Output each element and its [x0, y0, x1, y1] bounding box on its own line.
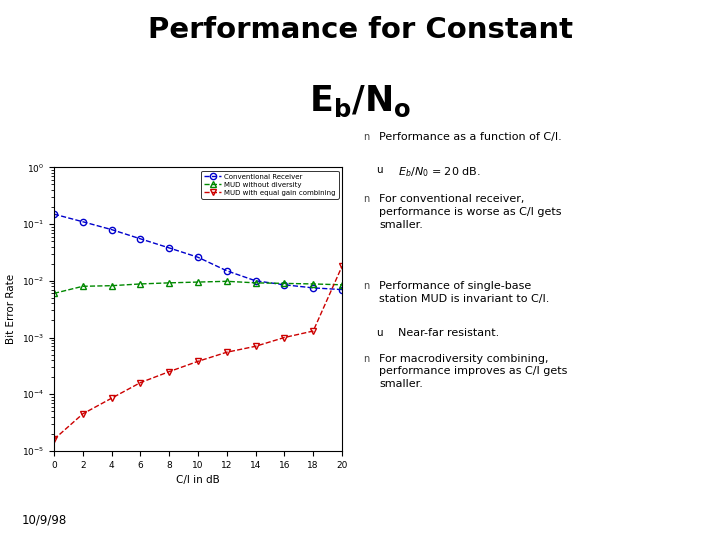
MUD with equal gain combining: [194, 358, 202, 365]
MUD without diversity: [50, 290, 58, 296]
Conventional Receiver: [309, 285, 318, 291]
Text: u: u: [377, 328, 383, 339]
MUD with equal gain combining: [107, 395, 116, 401]
MUD without diversity: [309, 281, 318, 287]
Text: n: n: [364, 281, 370, 291]
MUD without diversity: [194, 279, 202, 285]
Conventional Receiver: [50, 211, 58, 218]
MUD with equal gain combining: [50, 436, 58, 443]
MUD without diversity: [251, 280, 260, 286]
Conventional Receiver: [338, 286, 346, 293]
Conventional Receiver: [251, 278, 260, 284]
Legend: Conventional Receiver, MUD without diversity, MUD with equal gain combining: Conventional Receiver, MUD without diver…: [202, 171, 338, 199]
Text: u: u: [377, 165, 383, 175]
MUD with equal gain combining: [222, 349, 231, 355]
Text: Performance as a function of C/I.: Performance as a function of C/I.: [379, 132, 562, 143]
X-axis label: C/I in dB: C/I in dB: [176, 475, 220, 485]
MUD with equal gain combining: [78, 410, 87, 417]
MUD without diversity: [136, 281, 145, 287]
Y-axis label: Bit Error Rate: Bit Error Rate: [6, 274, 17, 344]
MUD without diversity: [222, 278, 231, 285]
MUD with equal gain combining: [338, 263, 346, 269]
MUD with equal gain combining: [136, 380, 145, 386]
MUD with equal gain combining: [280, 334, 289, 341]
MUD without diversity: [107, 282, 116, 289]
Conventional Receiver: [222, 268, 231, 274]
Line: Conventional Receiver: Conventional Receiver: [51, 211, 345, 293]
Conventional Receiver: [280, 281, 289, 288]
Text: n: n: [364, 132, 370, 143]
Text: For conventional receiver,
performance is worse as C/I gets
smaller.: For conventional receiver, performance i…: [379, 194, 562, 230]
Text: n: n: [364, 194, 370, 205]
Conventional Receiver: [194, 254, 202, 260]
Text: For macrodiversity combining,
performance improves as C/I gets
smaller.: For macrodiversity combining, performanc…: [379, 354, 568, 389]
Conventional Receiver: [136, 235, 145, 242]
MUD without diversity: [165, 280, 174, 286]
Conventional Receiver: [165, 245, 174, 251]
Text: Near-far resistant.: Near-far resistant.: [398, 328, 500, 339]
Line: MUD without diversity: MUD without diversity: [51, 278, 345, 296]
Text: Performance of single-base
station MUD is invariant to C/I.: Performance of single-base station MUD i…: [379, 281, 550, 303]
Text: Performance for Constant: Performance for Constant: [148, 16, 572, 44]
Conventional Receiver: [107, 226, 116, 233]
MUD with equal gain combining: [165, 368, 174, 375]
Text: $E_b/N_0$ = 20 dB.: $E_b/N_0$ = 20 dB.: [398, 165, 481, 179]
MUD with equal gain combining: [309, 328, 318, 334]
Text: n: n: [364, 354, 370, 364]
MUD with equal gain combining: [251, 343, 260, 349]
Line: MUD with equal gain combining: MUD with equal gain combining: [51, 263, 345, 442]
MUD without diversity: [338, 281, 346, 288]
Conventional Receiver: [78, 219, 87, 225]
Text: 10/9/98: 10/9/98: [22, 514, 67, 526]
Text: $\mathbf{E_b/N_o}$: $\mathbf{E_b/N_o}$: [309, 84, 411, 119]
MUD without diversity: [280, 280, 289, 287]
MUD without diversity: [78, 283, 87, 289]
